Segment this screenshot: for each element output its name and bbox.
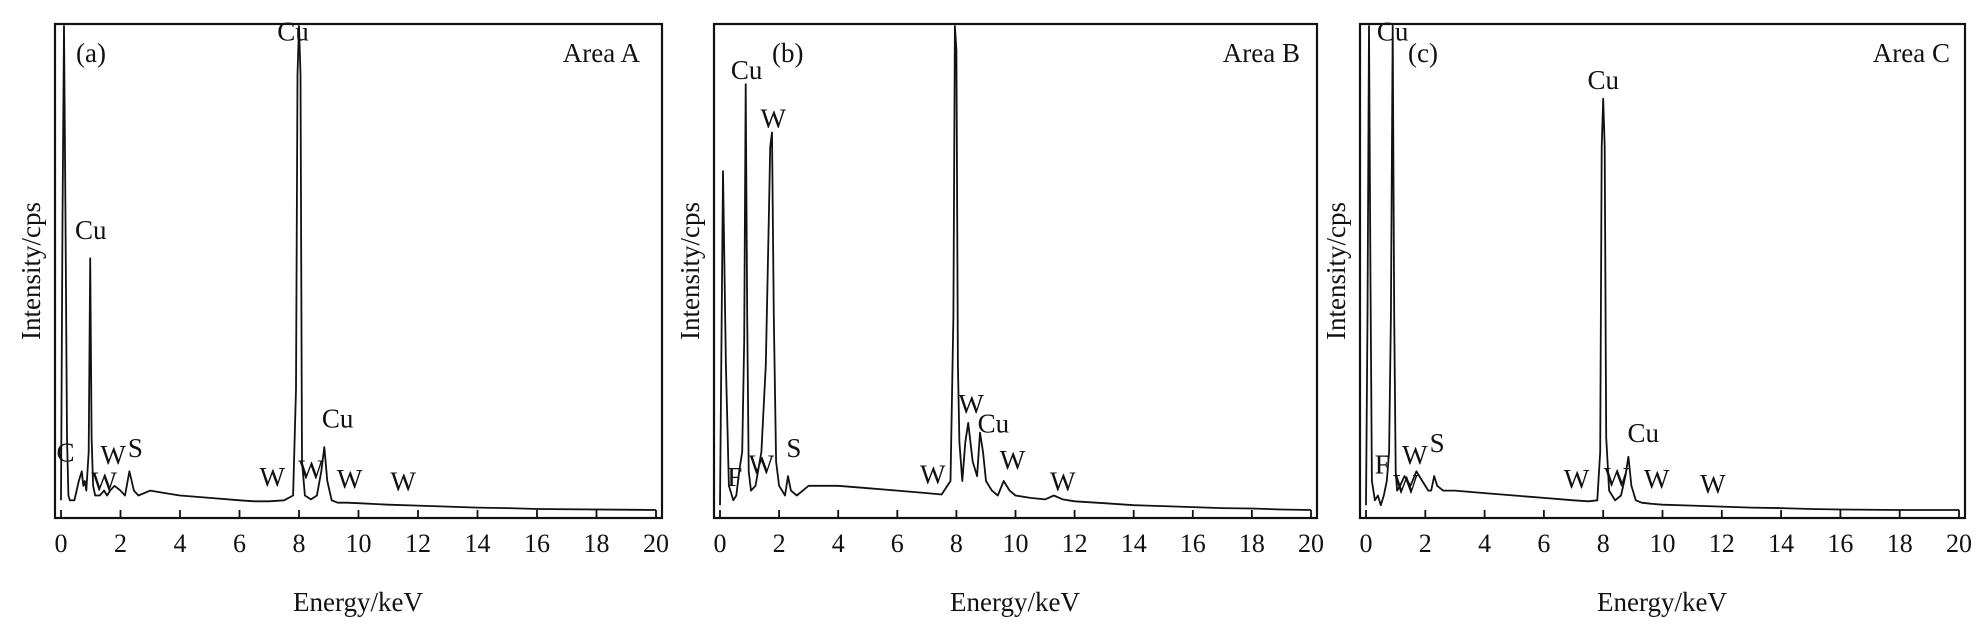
x-tick-label: 14	[1768, 529, 1794, 558]
spectrum-line	[1365, 25, 1959, 511]
panel-tag: (a)	[76, 38, 106, 68]
peak-label: W	[1604, 462, 1630, 492]
x-axis-title: Energy/keV	[1597, 587, 1727, 617]
peak-label: Cu	[1587, 65, 1619, 95]
x-tick-label: 8	[293, 529, 306, 558]
peak-label: W	[749, 450, 775, 480]
x-tick-group: 0 2 4 6 8 10 12 14 16 18 20	[55, 510, 669, 558]
x-tick-group: 0 2 4 6 8 10 12 14 16 18 20	[1360, 510, 1972, 558]
panel-c: (c) Area C Energy/keV Intensity/cps 0 2 4 6…	[1321, 17, 1972, 617]
peak-label: F	[1375, 450, 1390, 480]
series-layer	[719, 25, 1312, 511]
peak-label: W	[1564, 464, 1590, 494]
peak-label: W	[1644, 464, 1670, 494]
spectrum-line	[719, 25, 1312, 511]
x-tick-label: 6	[891, 529, 904, 558]
panel-tag: (b)	[772, 38, 803, 68]
peak-label: W	[91, 467, 117, 497]
x-tick-group: 0 2 4 6 8 10 12 14 16 18 20	[714, 510, 1324, 558]
series-layer	[1365, 25, 1959, 511]
x-tick-label: 2	[114, 529, 127, 558]
x-tick-label: 0	[55, 529, 68, 558]
peak-label: W	[298, 455, 324, 485]
x-tick-label: 10	[1003, 529, 1029, 558]
peak-label: W	[1393, 469, 1419, 499]
x-tick-label: 18	[1887, 529, 1913, 558]
x-tick-label: 4	[174, 529, 187, 558]
x-tick-label: 12	[1709, 529, 1735, 558]
peak-label: W	[760, 104, 786, 134]
peak-label: W	[390, 467, 416, 497]
peak-label: W	[920, 459, 946, 489]
x-axis-title: Energy/keV	[950, 587, 1080, 617]
x-tick-label: 12	[405, 529, 431, 558]
peak-label: Cu	[978, 409, 1010, 439]
y-axis-title: Intensity/cps	[1321, 202, 1351, 340]
peak-label: Cu	[75, 215, 107, 245]
plot-frame	[1358, 22, 1967, 520]
panel-a: (a) Area A Energy/keV Intensity/cps 0 2 4 6…	[16, 17, 669, 617]
peak-label: W	[1402, 440, 1428, 470]
x-tick-label: 6	[1537, 529, 1550, 558]
peak-label: Cu	[277, 17, 309, 47]
y-axis-title: Intensity/cps	[675, 202, 705, 340]
peak-label: S	[786, 433, 801, 463]
peak-label: Cu	[1377, 17, 1409, 47]
x-tick-label: 8	[950, 529, 963, 558]
peak-label: W	[958, 389, 984, 419]
peak-label: W	[337, 464, 363, 494]
plot-frame	[53, 22, 664, 520]
x-tick-label: 4	[832, 529, 845, 558]
x-tick-label: 4	[1478, 529, 1491, 558]
area-label: Area C	[1873, 38, 1950, 68]
x-axis-title: Energy/keV	[293, 587, 423, 617]
x-tick-label: 0	[1360, 529, 1373, 558]
x-tick-label: 10	[1650, 529, 1676, 558]
x-tick-label: 10	[346, 529, 372, 558]
peak-label: C	[56, 438, 74, 468]
y-axis-title: Intensity/cps	[16, 202, 46, 340]
spectrum-line	[60, 25, 657, 511]
x-tick-label: 16	[524, 529, 550, 558]
x-tick-label: 20	[1298, 529, 1324, 558]
x-tick-label: 20	[643, 529, 669, 558]
panel-tag: (c)	[1408, 38, 1438, 68]
peak-label: Cu	[1627, 418, 1659, 448]
area-label: Area A	[563, 38, 641, 68]
peak-label: Cu	[322, 404, 354, 434]
x-tick-label: 12	[1062, 529, 1088, 558]
peak-label: F	[727, 462, 742, 492]
x-tick-label: 2	[773, 529, 786, 558]
peak-label: W	[259, 462, 285, 492]
peak-label: S	[1430, 428, 1445, 458]
peak-label: W	[1050, 467, 1076, 497]
peak-label: W	[100, 440, 126, 470]
peak-label: S	[128, 433, 143, 463]
x-tick-label: 0	[714, 529, 727, 558]
peak-label: W	[1000, 445, 1026, 475]
peak-label: W	[1700, 469, 1726, 499]
x-tick-label: 18	[1239, 529, 1265, 558]
peak-label: Cu	[731, 55, 763, 85]
x-tick-label: 6	[233, 529, 246, 558]
panel-b: (b) Area B Energy/keV Intensity/cps 0 2 4 6…	[675, 22, 1324, 617]
x-tick-label: 18	[584, 529, 610, 558]
x-tick-label: 8	[1597, 529, 1610, 558]
x-tick-label: 14	[1121, 529, 1147, 558]
x-tick-label: 16	[1827, 529, 1853, 558]
x-tick-label: 14	[465, 529, 491, 558]
x-tick-label: 2	[1419, 529, 1432, 558]
x-tick-label: 16	[1180, 529, 1206, 558]
x-tick-label: 20	[1946, 529, 1972, 558]
series-layer	[60, 25, 657, 511]
area-label: Area B	[1223, 38, 1300, 68]
